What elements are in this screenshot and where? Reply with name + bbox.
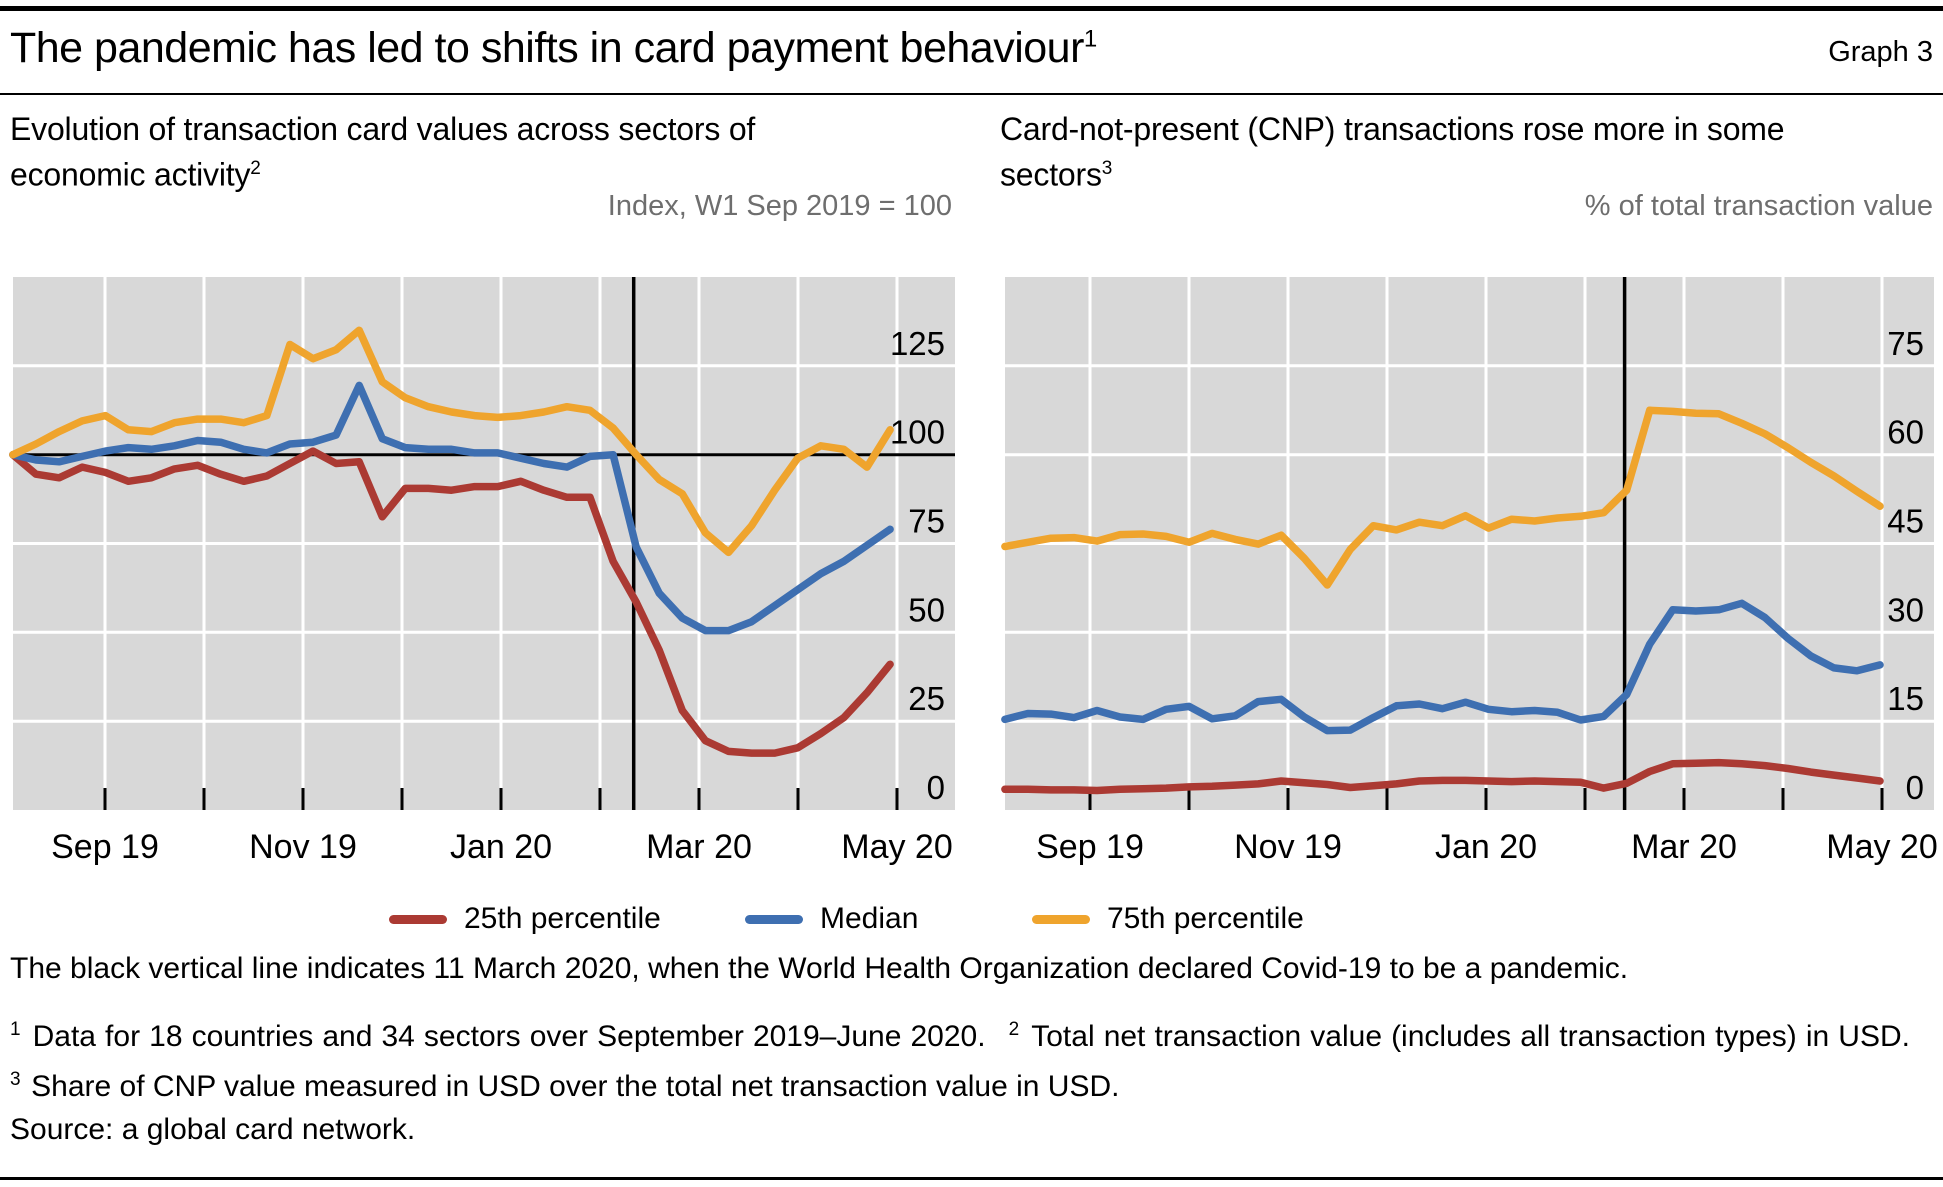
y-tick-label: 100: [890, 414, 945, 451]
y-tick-label: 75: [908, 503, 945, 540]
legend-item-25th-percentile: 25th percentile: [389, 897, 661, 941]
chart-right-subtitle: Card-not-present (CNP) transactions rose…: [1000, 110, 1860, 195]
footnote-text: Share of CNP value measured in USD over …: [31, 1070, 1120, 1103]
x-tick-label: Jan 20: [1435, 828, 1537, 866]
x-tick-label: Mar 20: [646, 828, 752, 866]
y-tick-label: 50: [908, 591, 945, 628]
bottom-rule: [0, 1177, 1943, 1180]
title-divider: [0, 93, 1943, 95]
legend-item-median: Median: [745, 897, 918, 941]
subtitle-line: economic activity: [10, 156, 251, 193]
graph-number: Graph 3: [1828, 36, 1933, 68]
chart-left-unit-label: Index, W1 Sep 2019 = 100: [607, 190, 952, 222]
subtitle-line: sectors: [1000, 156, 1102, 193]
title-superscript: 1: [1083, 25, 1097, 53]
footnotes: 1 Data for 18 countries and 34 sectors o…: [10, 1008, 1933, 1108]
y-tick-label: 60: [1887, 414, 1924, 451]
series-25th-percentile: [1001, 758, 1884, 795]
chart-legend: 25th percentile Median 75th percentile: [0, 897, 1943, 941]
x-tick-label: Nov 19: [1234, 828, 1342, 866]
x-tick-label: Sep 19: [51, 828, 159, 866]
source-note: Source: a global card network.: [10, 1113, 416, 1146]
legend-label: 75th percentile: [1107, 902, 1304, 935]
x-tick-label: Mar 20: [1631, 828, 1737, 866]
series-75th-percentile: [1001, 406, 1884, 589]
page-title: The pandemic has led to shifts in card p…: [10, 24, 1097, 73]
subtitle-line: Evolution of transaction card values acr…: [10, 111, 756, 147]
footnote-sup: 1: [10, 1019, 33, 1040]
footnote-text: Total net transaction value (includes al…: [1031, 1020, 1920, 1053]
page-title-text: The pandemic has led to shifts in card p…: [10, 24, 1084, 72]
y-tick-label: 30: [1887, 591, 1924, 628]
pandemic-note: The black vertical line indicates 11 Mar…: [10, 952, 1629, 985]
footnote-sup: 3: [10, 1069, 32, 1090]
legend-item-75th-percentile: 75th percentile: [1032, 897, 1304, 941]
y-tick-label: 125: [890, 325, 945, 362]
legend-swatch-red: [389, 914, 447, 924]
x-tick-label: May 20: [1826, 828, 1938, 866]
y-tick-label: 75: [1887, 325, 1924, 362]
series-25th-percentile: [9, 447, 894, 757]
y-tick-label: 15: [1887, 680, 1924, 717]
legend-label: 25th percentile: [464, 902, 661, 935]
footnote-text: Data for 18 countries and 34 sectors ove…: [32, 1020, 995, 1053]
title-row: The pandemic has led to shifts in card p…: [10, 24, 1933, 73]
legend-swatch-yellow: [1032, 914, 1090, 924]
y-tick-label: 0: [1906, 769, 1924, 806]
y-tick-label: 25: [908, 680, 945, 717]
subtitle-superscript: 3: [1101, 158, 1113, 179]
legend-swatch-blue: [745, 914, 803, 924]
y-tick-label: 45: [1887, 503, 1924, 540]
y-tick-label: 0: [927, 769, 945, 806]
chart-right-canvas: 0 15 30 45 60 75 Sep 19 Nov 19 Jan 20 Mar 20 May 2…: [1001, 277, 1938, 866]
footnote-sup: 2: [1008, 1019, 1032, 1040]
series-median: [1001, 599, 1884, 735]
x-tick-label: Jan 20: [450, 828, 552, 866]
x-tick-label: May 20: [841, 828, 953, 866]
chart-left-subtitle: Evolution of transaction card values acr…: [10, 110, 790, 195]
subtitle-line: Card-not-present (CNP) transactions rose…: [1000, 111, 1785, 147]
subtitle-superscript: 2: [250, 158, 261, 179]
chart-right-unit-label: % of total transaction value: [1584, 190, 1933, 222]
x-tick-label: Sep 19: [1036, 828, 1144, 866]
x-tick-label: Nov 19: [249, 828, 357, 866]
chart-left-canvas: 0 25 50 75 100 125 Sep 19 Nov 19 Jan 20 Mar 20 May…: [9, 277, 955, 866]
top-rule: [0, 6, 1943, 11]
series-median: [9, 381, 894, 635]
legend-label: Median: [820, 902, 919, 935]
series-75th-percentile: [9, 326, 894, 557]
